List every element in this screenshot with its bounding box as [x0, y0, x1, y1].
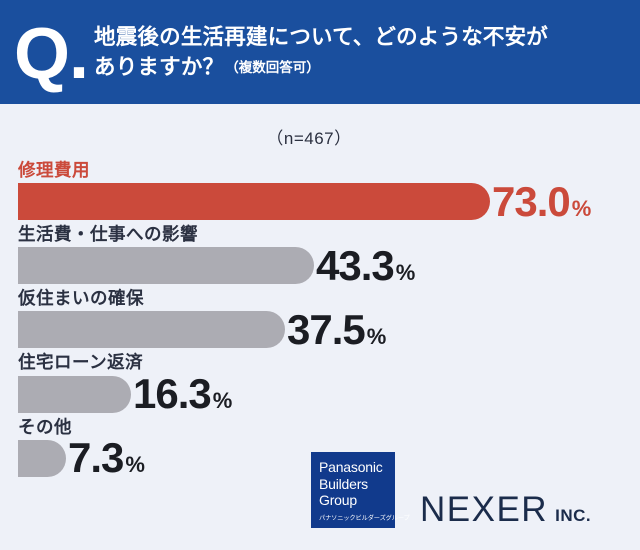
question-line-2: ありますか？ [94, 55, 225, 79]
bar-value-number: 37.5 [287, 305, 366, 353]
bar-value-unit: % [571, 195, 592, 221]
panasonic-logo-line-3: Group [319, 492, 357, 509]
bar-value-unit: % [366, 323, 387, 349]
bar-row: 生活費・仕事への影響 43.3% [0, 224, 640, 289]
bar-label: 生活費・仕事への影響 [18, 224, 198, 245]
nexer-logo-name: NEXER [420, 490, 549, 529]
bar-value: 73.0% [492, 177, 592, 225]
bar-value-number: 73.0 [492, 177, 571, 225]
question-note: （複数回答可） [225, 60, 320, 75]
bar-value: 43.3% [316, 241, 416, 289]
bar-track: 7.3% [0, 437, 640, 479]
bar-label: その他 [18, 416, 72, 437]
bar-row: 住宅ローン返済 16.3% [0, 352, 640, 415]
question-header: Q. 地震後の生活再建について、どのような不安が ありますか？（複数回答可） [0, 0, 640, 104]
sample-size-label: （n=467） [266, 129, 352, 148]
bar-value: 37.5% [287, 305, 387, 353]
bar-fill [18, 439, 66, 477]
bar-fill [18, 247, 314, 285]
panasonic-logo-japanese-subtitle: パナソニックビルダーズグループ [319, 514, 410, 522]
bar-label: 住宅ローン返済 [18, 352, 144, 373]
nexer-logo-suffix: INC. [555, 506, 592, 525]
bar-value-unit: % [212, 388, 233, 413]
bar-row: その他 7.3% [0, 416, 640, 479]
bar-value-number: 16.3 [133, 370, 212, 417]
bar-track: 16.3% [0, 373, 640, 415]
bar-chart: 修理費用 73.0% 生活費・仕事への影響 43.3% 仮住まいの確保 37.5… [0, 160, 640, 481]
question-line-1: 地震後の生活再建について、どのような不安が [94, 25, 548, 50]
bar-track: 73.0% [0, 177, 640, 225]
bar-value-unit: % [395, 259, 416, 285]
nexer-logo: NEXER INC. [420, 492, 591, 527]
bar-value-unit: % [125, 452, 145, 478]
bar-row: 仮住まいの確保 37.5% [0, 288, 640, 353]
bar-row: 修理費用 73.0% [0, 160, 640, 225]
bar-fill [18, 183, 490, 221]
panasonic-builders-group-logo: Panasonic Builders Group パナソニックビルダーズグループ [311, 452, 410, 528]
question-text: 地震後の生活再建について、どのような不安が ありますか？（複数回答可） [94, 21, 548, 82]
bar-fill [18, 311, 285, 349]
bar-track: 37.5% [0, 305, 640, 353]
bar-value: 7.3% [68, 437, 145, 479]
bar-label: 仮住まいの確保 [18, 288, 144, 309]
question-mark-label: Q. [14, 14, 89, 94]
bar-track: 43.3% [0, 241, 640, 289]
panasonic-logo-line-2: Builders [319, 475, 368, 492]
question-line-2-wrap: ありますか？（複数回答可） [94, 53, 548, 83]
bar-value-number: 43.3 [316, 241, 395, 289]
bar-value: 16.3% [133, 373, 232, 415]
bar-value-number: 7.3 [68, 434, 124, 482]
bar-label: 修理費用 [18, 160, 90, 180]
bar-fill [18, 375, 131, 413]
panasonic-logo-line-1: Panasonic [319, 459, 383, 475]
